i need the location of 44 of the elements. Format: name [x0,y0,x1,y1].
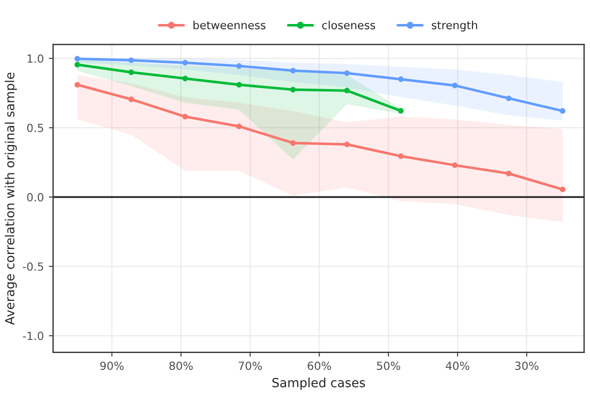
x-axis-title: Sampled cases [272,378,365,390]
y-tick-label: 1.0 [28,54,44,63]
y-axis-title: Average correlation with original sample [4,72,17,325]
point [128,57,134,63]
legend-label: strength [432,20,478,32]
point [452,82,458,88]
point [506,170,512,176]
point [236,63,242,69]
legend-label: closeness [322,20,376,30]
point [74,56,80,62]
x-tick-label: 70% [238,362,262,370]
x-tick-label: 40% [446,362,470,370]
point [182,60,188,66]
y-tick-label: -0.5 [22,262,44,271]
point [182,114,188,120]
point [128,96,134,102]
point [128,70,134,76]
x-tick-label: 80% [169,362,193,370]
x-tick-label: 30% [515,362,538,370]
point [74,82,80,88]
point [452,162,458,168]
y-tick-label: 0.5 [27,124,44,132]
x-tick-label: 50% [376,362,400,370]
y-tick-label: 0.0 [27,193,44,202]
point [506,96,512,102]
point [398,76,404,82]
point [344,70,350,76]
point [398,108,404,114]
point [290,140,296,146]
point [560,186,566,192]
point [236,124,242,130]
point [182,76,188,82]
point [344,142,350,148]
point [74,62,80,68]
point [560,108,566,114]
x-tick-label: 90% [100,362,124,370]
point [290,86,296,92]
x-tick-label: 60% [308,362,332,370]
point [290,68,296,74]
y-tick-label: -1.0 [22,332,44,340]
point [236,82,242,88]
point [398,153,404,159]
legend-label: betweenness [194,20,266,30]
point [344,88,350,94]
